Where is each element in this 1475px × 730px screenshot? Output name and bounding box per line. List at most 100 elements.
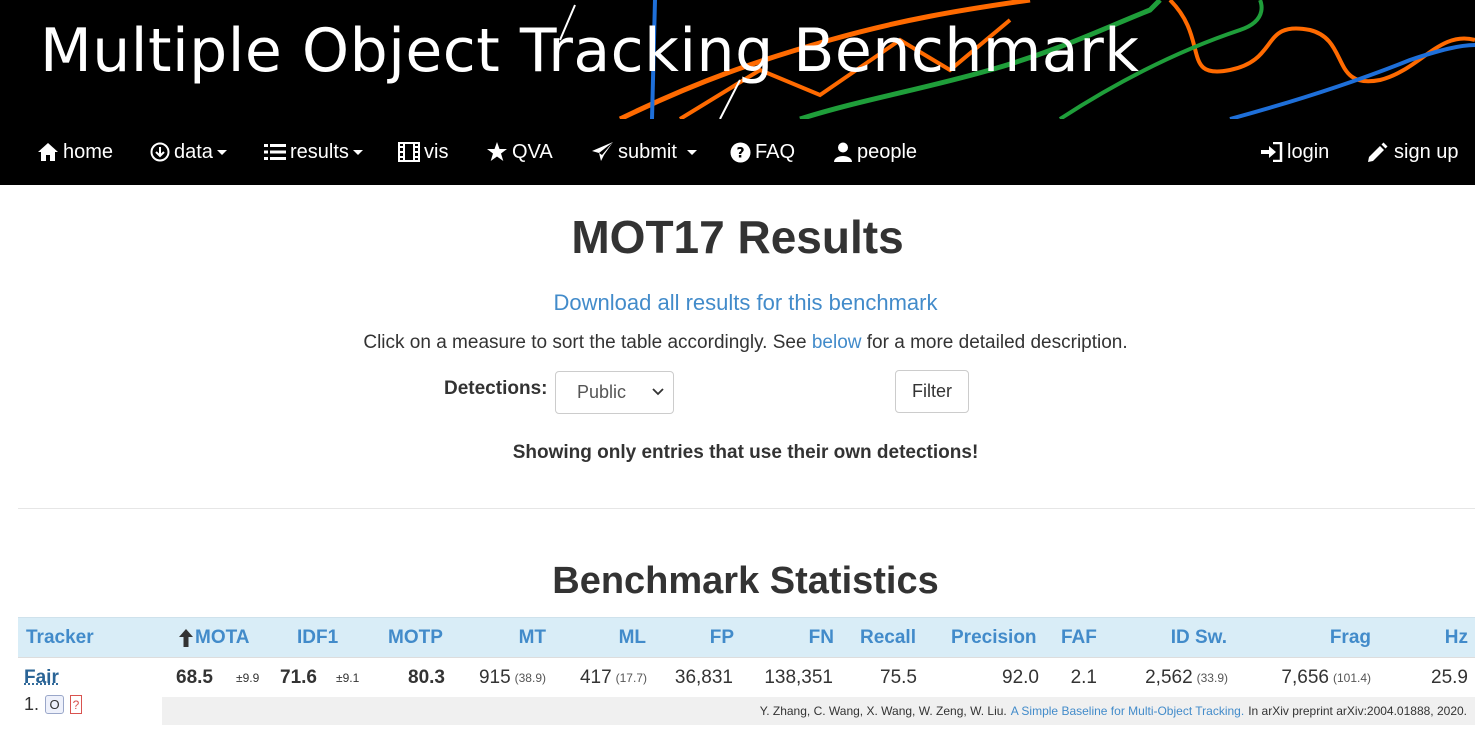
tracker-name-link[interactable]: Fair xyxy=(24,658,59,698)
mt-value: 915 (38.9) xyxy=(458,658,546,698)
motp-value: 80.3 xyxy=(378,658,445,698)
idf1-std: ±9.1 xyxy=(336,658,359,698)
fn-value: 138,351 xyxy=(764,667,833,688)
nav-login[interactable]: login xyxy=(1261,119,1329,185)
nav-login-label: login xyxy=(1287,140,1330,163)
instructions-text-after: for a more detailed description. xyxy=(861,332,1128,353)
nav-results-label: results xyxy=(290,140,349,163)
table-row: Fair 68.5 ±9.9 71.6 ±9.1 80.3 915 (38.9) … xyxy=(18,657,1475,697)
nav-people[interactable]: people xyxy=(833,119,917,185)
own-detections-note: Showing only entries that use their own … xyxy=(512,442,979,463)
nav-people-label: people xyxy=(857,140,918,163)
banner-line-orange xyxy=(618,0,1031,119)
col-hz[interactable]: Hz xyxy=(1444,627,1468,648)
col-idf1[interactable]: IDF1 xyxy=(297,627,339,648)
download-icon xyxy=(150,142,170,162)
chevron-down-icon xyxy=(686,149,697,155)
banner-line-green xyxy=(799,0,1162,119)
frag-ratio: (101.4) xyxy=(1332,671,1371,685)
nav-data[interactable]: data xyxy=(150,119,227,185)
idsw-ratio: (33.9) xyxy=(1196,671,1228,685)
tracker-name: Fair xyxy=(24,667,59,688)
col-motp[interactable]: MOTP xyxy=(388,627,443,648)
col-mt[interactable]: MT xyxy=(518,627,546,648)
ml-value: 417 (17.7) xyxy=(558,658,647,698)
banner-line-orange-3 xyxy=(1168,0,1475,84)
chevron-down-icon xyxy=(352,149,363,155)
detections-select[interactable]: Public xyxy=(555,371,674,414)
nav-home-label: home xyxy=(63,140,114,163)
ml-percent: (17.7) xyxy=(615,671,647,685)
nav-faq-label: FAQ xyxy=(755,140,796,163)
nav-home[interactable]: home xyxy=(37,119,113,185)
col-mota[interactable]: MOTA xyxy=(179,618,250,658)
col-ml[interactable]: ML xyxy=(618,627,646,648)
ml-number: 417 xyxy=(579,667,612,688)
below-link[interactable]: below xyxy=(811,332,862,353)
banner-line-green-2 xyxy=(1058,0,1264,119)
question-icon: ? xyxy=(730,142,751,162)
idf1-value: 71.6 xyxy=(280,658,317,698)
idsw-number: 2,562 xyxy=(1145,667,1193,688)
nav-data-label: data xyxy=(174,140,213,163)
col-idsw[interactable]: ID Sw. xyxy=(1170,627,1227,648)
list-icon xyxy=(264,144,286,160)
citation-authors: Y. Zhang, C. Wang, X. Wang, W. Zeng, W. … xyxy=(759,704,1007,718)
user-icon xyxy=(834,142,852,162)
citation-paper-link[interactable]: A Simple Baseline for Multi-Object Track… xyxy=(1010,704,1245,718)
star-icon xyxy=(487,142,507,161)
mota-value: 68.5 xyxy=(176,658,213,698)
banner-line-blue xyxy=(650,0,657,119)
precision-value: 92.0 xyxy=(1002,667,1039,688)
nav-qva[interactable]: QVA xyxy=(486,119,553,185)
chevron-down-icon xyxy=(216,149,227,155)
hz-value: 25.9 xyxy=(1431,667,1468,688)
own-detections-badge[interactable]: O xyxy=(45,695,65,714)
col-frag[interactable]: Frag xyxy=(1329,627,1371,648)
col-fp[interactable]: FP xyxy=(709,627,734,648)
col-fn[interactable]: FN xyxy=(808,627,834,648)
page-title: MOT17 Results xyxy=(571,211,904,263)
benchmark-statistics-title: Benchmark Statistics xyxy=(552,560,939,602)
site-banner: Multiple Object Tracking Benchmark xyxy=(0,0,1475,119)
nav-vis[interactable]: vis xyxy=(398,119,448,185)
fp-value: 36,831 xyxy=(674,667,733,688)
detections-select-value: Public xyxy=(577,382,627,402)
nav-faq[interactable]: ? FAQ xyxy=(730,119,795,185)
mt-percent: (38.9) xyxy=(514,671,546,685)
banner-line-white xyxy=(559,4,741,119)
login-icon xyxy=(1261,142,1283,162)
info-badge[interactable]: ? xyxy=(70,695,83,714)
chevron-down-icon xyxy=(652,388,664,396)
nav-signup[interactable]: sign up xyxy=(1366,119,1459,185)
banner-line-orange-2 xyxy=(678,18,1012,119)
idsw-value: 2,562 (33.9) xyxy=(1118,658,1228,698)
frag-value: 7,656 (101.4) xyxy=(1248,658,1371,698)
filter-button[interactable]: Filter xyxy=(895,370,969,413)
download-results-link[interactable]: Download all results for this benchmark xyxy=(553,290,938,315)
col-tracker[interactable]: Tracker xyxy=(26,627,94,648)
nav-submit[interactable]: submit xyxy=(592,119,697,185)
tracker-citation: Y. Zhang, C. Wang, X. Wang, W. Zeng, W. … xyxy=(162,697,1475,725)
col-precision[interactable]: Precision xyxy=(951,627,1037,648)
col-mota-label: MOTA xyxy=(195,627,250,648)
idf1-std-value: ±9.1 xyxy=(336,671,360,685)
mota-std-value: ±9.9 xyxy=(236,671,260,685)
rank-number: 1. xyxy=(24,694,40,714)
nav-results[interactable]: results xyxy=(264,119,363,185)
results-table-header: Tracker MOTA IDF1 MOTP MT ML FP FN Recal… xyxy=(18,617,1475,657)
mt-number: 915 xyxy=(478,667,511,688)
section-divider xyxy=(18,508,1475,509)
idf1-number: 71.6 xyxy=(280,667,317,688)
motp-number: 80.3 xyxy=(408,667,445,688)
send-icon xyxy=(592,142,613,161)
faf-value: 2.1 xyxy=(1070,667,1097,688)
film-icon xyxy=(398,142,420,162)
nav-signup-label: sign up xyxy=(1394,140,1459,163)
sort-arrow-up-icon xyxy=(179,629,193,647)
col-recall[interactable]: Recall xyxy=(860,627,916,648)
col-faf[interactable]: FAF xyxy=(1061,627,1097,648)
mota-number: 68.5 xyxy=(176,667,213,688)
recall-value: 75.5 xyxy=(880,667,917,688)
svg-text:?: ? xyxy=(736,145,744,161)
